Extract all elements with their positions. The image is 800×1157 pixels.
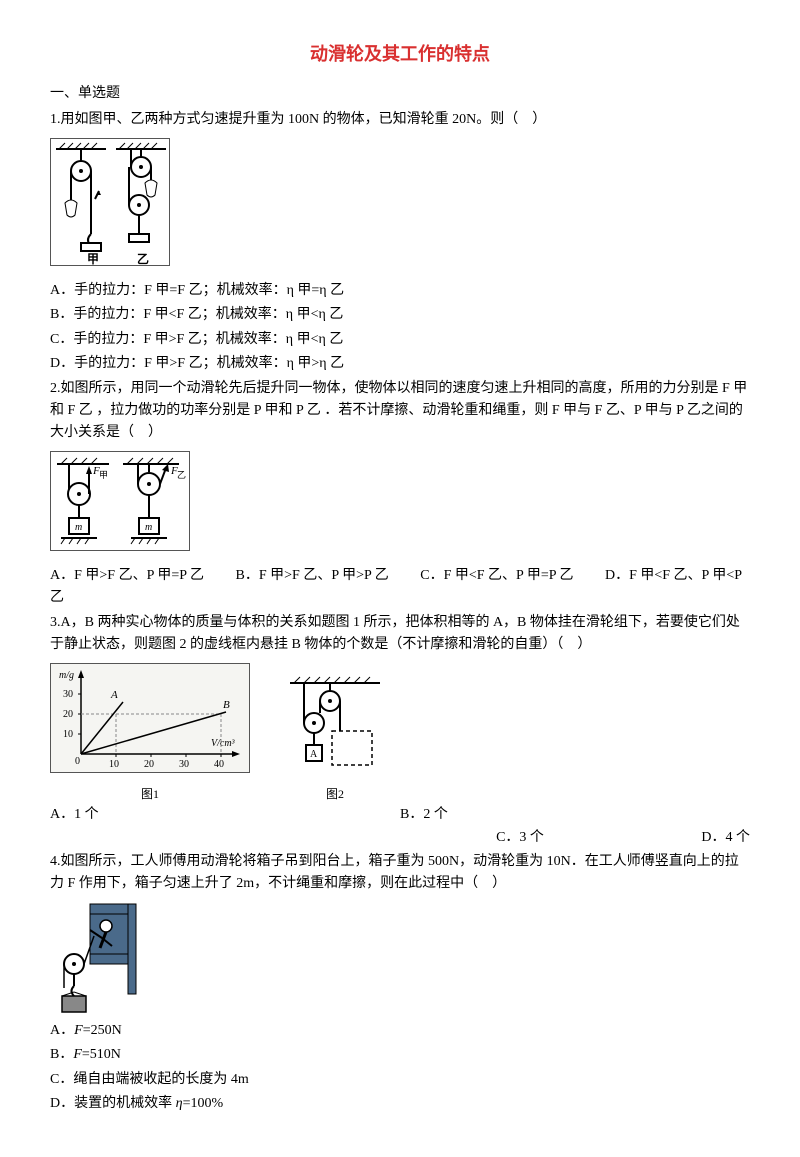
q4-optC: C．绳自由端被收起的长度为 4m [50,1069,750,1091]
svg-text:甲: 甲 [99,470,108,480]
svg-text:30: 30 [179,759,189,770]
q2-optB: B．F 甲>F 乙、P 甲>P 乙 [236,568,389,583]
svg-text:V/cm³: V/cm³ [211,738,236,749]
svg-text:A: A [110,689,118,701]
q1-optB: B．手的拉力：F 甲<F 乙；机械效率：η 甲<η 乙 [50,304,750,326]
svg-text:20: 20 [144,759,154,770]
svg-text:30: 30 [63,689,73,700]
svg-text:乙: 乙 [177,470,186,480]
svg-text:10: 10 [63,729,73,740]
q1-optA: A．手的拉力：F 甲=F 乙；机械效率：η 甲=η 乙 [50,280,750,302]
section-header: 一、单选题 [50,83,750,105]
q1-optC: C．手的拉力：F 甲>F 乙；机械效率：η 甲<η 乙 [50,329,750,351]
q3-optA: A．1 个 [50,804,400,826]
q3-fig2-label: 图2 [280,785,390,804]
q3-fig1-label: 图1 [50,785,250,804]
q4-optB: B．F=510N [50,1044,750,1066]
q3-optD: D．4 个 [544,827,750,849]
svg-text:m/g: m/g [59,670,74,681]
q2-optC: C．F 甲<F 乙、P 甲=P 乙 [420,568,573,583]
q4-text: 4.如图所示，工人师傅用动滑轮将箱子吊到阳台上，箱子重为 500N，动滑轮重为 … [50,851,750,896]
q3-figure1: m/g 10 20 30 10 20 30 40 V/cm³ 0 A [50,663,250,773]
q1-label-a: 甲 [87,252,99,265]
q2-figure: F甲 m F乙 m [50,451,190,551]
q4-optA: A．F=250N [50,1020,750,1042]
q3-figure2: A [280,673,390,773]
page-title: 动滑轮及其工作的特点 [50,40,750,69]
q4-optD: D．装置的机械效率 η=100% [50,1093,750,1115]
q3-options-row1: A．1 个 B．2 个 [50,804,750,826]
q3-options-row2: C．3 个 D．4 个 [50,827,750,849]
q1-figure: 甲 乙 [50,138,170,266]
q2-text: 2.如图所示，用同一个动滑轮先后提升同一物体，使物体以相同的速度匀速上升相同的高… [50,378,750,445]
svg-text:20: 20 [63,709,73,720]
q2-options: A．F 甲>F 乙、P 甲=P 乙 B．F 甲>F 乙、P 甲>P 乙 C．F … [50,565,750,610]
svg-text:B: B [223,699,230,711]
q1-optD: D．手的拉力：F 甲>F 乙；机械效率：η 甲>η 乙 [50,353,750,375]
svg-text:A: A [310,749,318,760]
q3-optC: C．3 个 [496,827,544,849]
q4-figure [50,898,140,1018]
svg-text:10: 10 [109,759,119,770]
svg-text:m: m [75,522,82,533]
q3-text: 3.A，B 两种实心物体的质量与体积的关系如题图 1 所示，把体积相等的 A，B… [50,612,750,657]
q1-label-b: 乙 [137,252,149,265]
q3-optB: B．2 个 [400,804,750,826]
svg-text:40: 40 [214,759,224,770]
svg-text:m: m [145,522,152,533]
q2-optA: A．F 甲>F 乙、P 甲=P 乙 [50,568,204,583]
svg-text:0: 0 [75,756,80,767]
q1-text: 1.用如图甲、乙两种方式匀速提升重为 100N 的物体，已知滑轮重 20N。则（… [50,109,750,131]
